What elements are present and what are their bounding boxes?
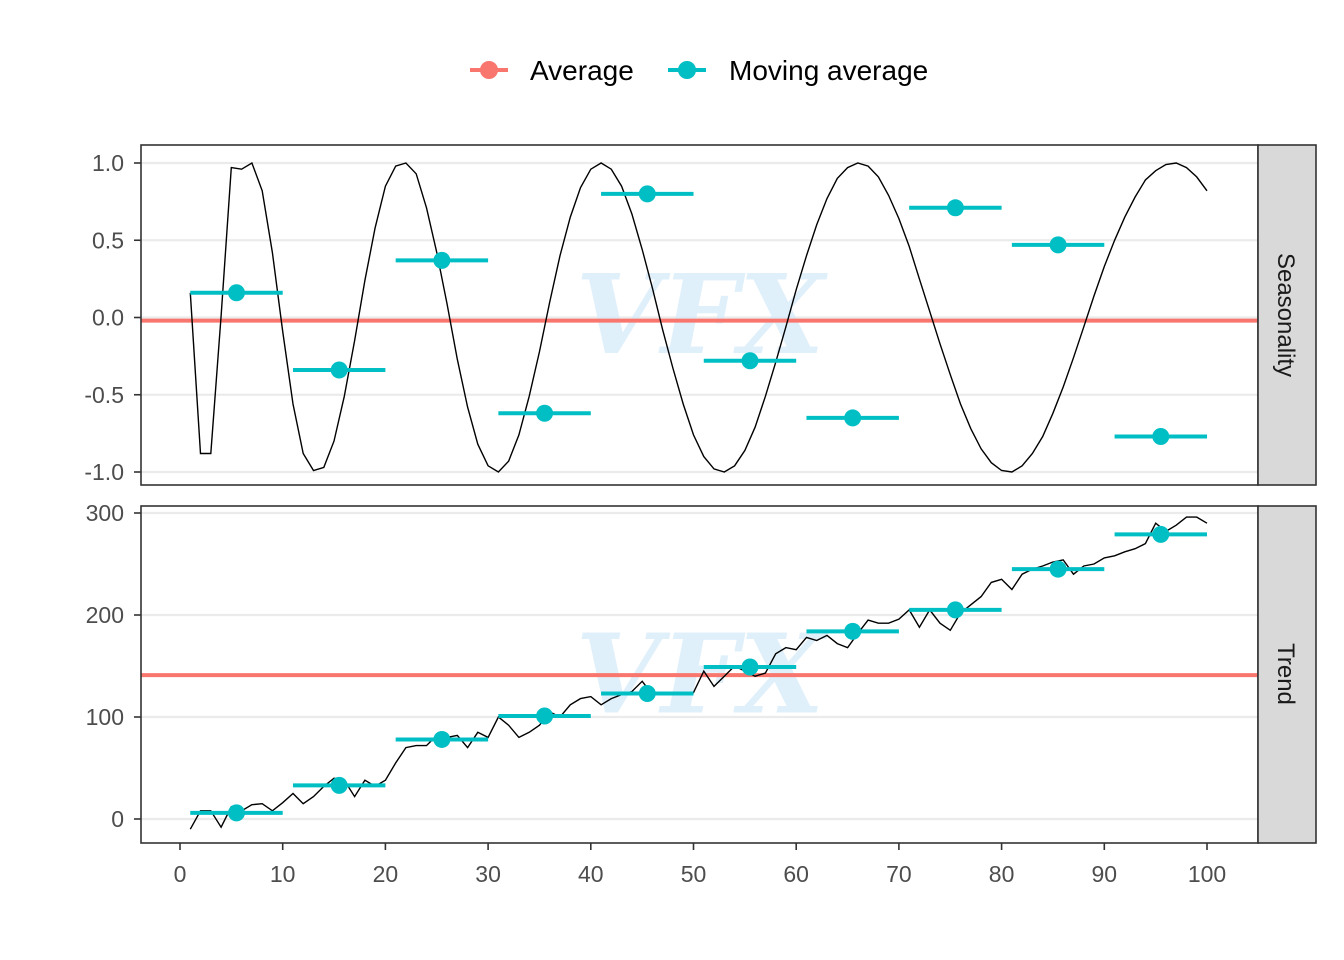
legend-key-moving-average-dot xyxy=(678,61,696,79)
trend-y-tick-label: 200 xyxy=(86,602,124,628)
seasonality-moving-average-point xyxy=(536,404,554,422)
panel-seasonality-y-axis: 1.0 0.5 0.0 -0.5 -1.0 xyxy=(84,150,141,485)
legend-item-average: Average xyxy=(470,55,634,86)
seasonality-raw-series-line xyxy=(189,161,1208,473)
legend-key-average-dot xyxy=(480,61,498,79)
panel-seasonality-grid xyxy=(141,161,1258,474)
trend-moving-average-point xyxy=(433,730,451,748)
seasonality-y-tick-label: -1.0 xyxy=(84,459,124,485)
seasonality-moving-average-point xyxy=(1049,236,1067,254)
panel-seasonality-series xyxy=(141,161,1258,473)
seasonality-y-tick-label: 1.0 xyxy=(92,150,124,176)
x-tick-label: 100 xyxy=(1188,861,1226,887)
legend: Average Moving average xyxy=(470,55,928,86)
trend-moving-average-point xyxy=(638,685,656,703)
strip-seasonality-bg xyxy=(1257,144,1317,486)
panel-trend-series xyxy=(141,516,1258,830)
seasonality-y-tick-label: 0.5 xyxy=(92,227,124,253)
x-axis: 0 10 20 30 40 50 60 70 80 90 100 xyxy=(174,843,1226,887)
trend-y-tick-label: 300 xyxy=(86,500,124,526)
trend-y-tick-label: 0 xyxy=(111,806,124,832)
legend-label-moving-average: Moving average xyxy=(729,55,928,86)
seasonality-moving-average-point xyxy=(433,251,451,269)
strip-seasonality-label: Seasonality xyxy=(1272,253,1299,377)
trend-moving-average-point xyxy=(227,804,245,822)
trend-moving-average-point xyxy=(536,707,554,725)
trend-moving-average-point xyxy=(330,776,348,794)
trend-moving-average-point xyxy=(741,658,759,676)
panel-trend-y-axis: 300 200 100 0 xyxy=(86,500,141,832)
trend-moving-average-point xyxy=(844,622,862,640)
seasonality-moving-average-point xyxy=(741,352,759,370)
seasonality-moving-average-point xyxy=(946,199,964,217)
x-tick-label: 70 xyxy=(886,861,912,887)
x-tick-label: 40 xyxy=(578,861,604,887)
strip-trend-bg xyxy=(1257,505,1317,844)
seasonality-y-tick-label: -0.5 xyxy=(84,382,124,408)
seasonality-moving-average-point xyxy=(227,284,245,302)
x-tick-label: 20 xyxy=(373,861,399,887)
seasonality-moving-average-point xyxy=(844,409,862,427)
panel-seasonality-watermark: VFX xyxy=(576,250,828,379)
legend-label-average: Average xyxy=(530,55,634,86)
x-tick-label: 80 xyxy=(989,861,1015,887)
trend-moving-average-point xyxy=(946,601,964,619)
seasonality-moving-average-point xyxy=(1152,427,1170,445)
x-tick-label: 30 xyxy=(475,861,501,887)
seasonality-moving-average-point xyxy=(330,361,348,379)
strip-seasonality: Seasonality xyxy=(1257,144,1317,486)
x-tick-label: 10 xyxy=(270,861,296,887)
strip-trend-label: Trend xyxy=(1272,643,1299,705)
x-tick-label: 0 xyxy=(174,861,187,887)
x-tick-label: 60 xyxy=(783,861,809,887)
seasonality-moving-average-point xyxy=(638,185,656,203)
panel-seasonality: VFX 1.0 0.5 0.0 -0.5 -1.0 Seasonality xyxy=(84,144,1317,486)
x-tick-label: 90 xyxy=(1092,861,1118,887)
trend-moving-average-point xyxy=(1049,560,1067,578)
seasonality-y-tick-label: 0.0 xyxy=(92,305,124,331)
legend-item-moving-average: Moving average xyxy=(668,55,928,86)
panel-trend-grid xyxy=(141,511,1258,821)
trend-moving-average-point xyxy=(1152,525,1170,543)
strip-trend: Trend xyxy=(1257,505,1317,844)
x-tick-label: 50 xyxy=(681,861,707,887)
trend-y-tick-label: 100 xyxy=(86,704,124,730)
watermark-text: VFX xyxy=(576,250,828,379)
